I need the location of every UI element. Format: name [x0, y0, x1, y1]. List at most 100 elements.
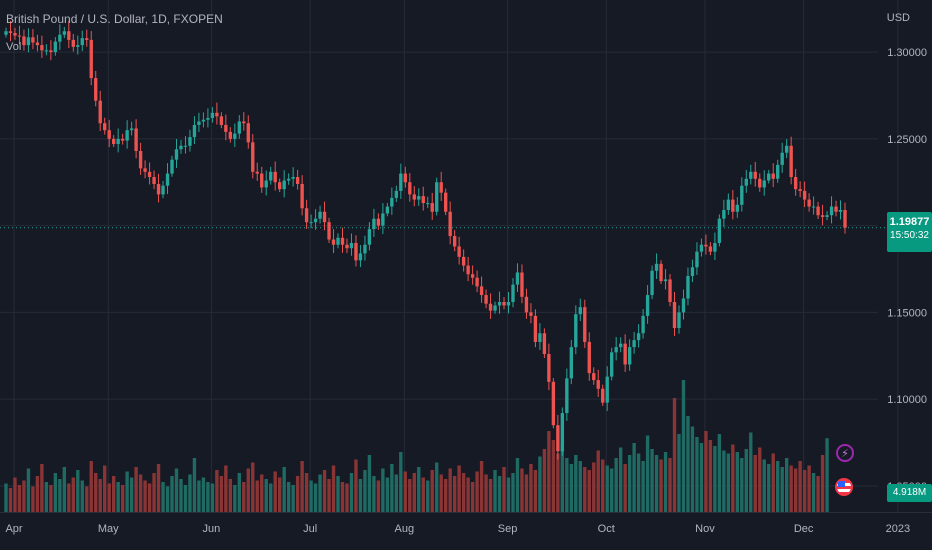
candle-body — [659, 263, 663, 282]
candle-body — [784, 145, 789, 153]
volume-bar — [695, 437, 699, 512]
candle-body — [511, 284, 515, 302]
candle-body — [89, 39, 93, 79]
candle-body — [645, 295, 650, 316]
volume-bar — [475, 471, 479, 512]
candle-body — [767, 173, 771, 181]
volume-bar — [650, 449, 654, 512]
candle-body — [4, 31, 8, 35]
volume-bar — [17, 485, 22, 512]
candle-body — [681, 298, 686, 313]
candle-body — [354, 242, 358, 261]
volume-bar — [614, 458, 618, 512]
volume-bar — [654, 455, 659, 512]
volume-bar — [98, 479, 102, 512]
candle-body — [439, 182, 443, 193]
volume-bar — [596, 450, 600, 512]
candle-body — [363, 244, 367, 254]
volume-bar — [372, 476, 376, 512]
candle-body — [291, 177, 295, 179]
volume-bar — [793, 468, 798, 512]
symbol-title[interactable]: British Pound / U.S. Dollar, 1D, FXOPEN — [6, 12, 223, 26]
candle-body — [448, 211, 452, 237]
volume-bar — [206, 482, 210, 512]
candle-body — [412, 194, 416, 200]
candle-body — [273, 171, 277, 183]
volume-bar — [565, 458, 569, 512]
candle-body — [376, 218, 381, 226]
volume-bar — [601, 459, 605, 512]
volume-bar — [470, 482, 475, 512]
volume-bar — [129, 477, 134, 512]
volume-bar — [35, 476, 40, 512]
candle-body — [556, 425, 560, 452]
volume-bar — [511, 473, 515, 512]
volume-bar — [529, 464, 533, 512]
volume-bar — [417, 467, 421, 512]
volume-bar — [147, 483, 152, 512]
volume-bar — [161, 482, 165, 512]
volume-bar — [197, 480, 201, 512]
candle-body — [704, 244, 708, 247]
candle-body — [349, 242, 354, 249]
volume-bar — [4, 483, 8, 512]
volume-bar — [439, 474, 443, 512]
x-tick-label: May — [98, 523, 119, 535]
candle-body — [129, 128, 134, 131]
volume-bar — [282, 467, 286, 512]
last-volume-badge: 4.918M — [887, 484, 932, 502]
volume-bar — [771, 453, 775, 512]
candle-body — [35, 42, 40, 46]
volume-bar — [107, 483, 111, 512]
candle-body — [524, 296, 529, 313]
price-axis: 1.050001.100001.150001.200001.250001.300… — [887, 47, 927, 493]
candle-body — [197, 121, 201, 125]
volume-bar — [677, 434, 681, 512]
volume-bar — [224, 465, 228, 512]
volume-bar — [435, 462, 439, 512]
volume-bar — [210, 483, 215, 512]
candle-body — [479, 286, 484, 296]
candle-body — [816, 206, 820, 216]
candle-body — [295, 177, 300, 184]
candle-body — [8, 31, 13, 33]
volume-bar — [13, 477, 17, 512]
candle-body — [771, 173, 775, 179]
candle-body — [717, 218, 722, 243]
candle-body — [107, 130, 111, 139]
candle-body — [740, 185, 744, 205]
volume-bar — [367, 455, 372, 512]
candle-body — [381, 213, 385, 226]
volume-bar — [354, 459, 358, 512]
volume-bar — [67, 483, 71, 512]
candle-body — [493, 305, 497, 311]
volume-bar — [457, 465, 461, 512]
candle-body — [614, 347, 618, 353]
candle-body — [120, 138, 125, 141]
candle-body — [44, 50, 49, 52]
candle-body — [174, 149, 179, 160]
volume-bar — [556, 453, 560, 512]
candle-body — [753, 171, 757, 179]
candle-body — [358, 253, 363, 261]
volume-bar — [569, 464, 573, 512]
volume-bar — [53, 473, 58, 512]
candle-body — [103, 123, 107, 131]
volume-bar — [632, 443, 636, 512]
volume-indicator-label[interactable]: Vol — [6, 41, 22, 53]
candle-body — [98, 100, 102, 124]
candle-body — [520, 272, 524, 297]
us-flag-icon[interactable] — [835, 478, 853, 496]
lightning-icon[interactable]: ⚡ — [836, 444, 854, 462]
volume-bar — [192, 458, 197, 512]
volume-bar — [412, 473, 416, 512]
volume-bar — [704, 431, 708, 512]
candle-body — [67, 31, 71, 40]
candle-body — [17, 35, 22, 37]
volume-bar — [103, 465, 107, 512]
candle-body — [237, 121, 241, 134]
volume-bar — [538, 456, 542, 512]
candle-body — [138, 150, 143, 169]
